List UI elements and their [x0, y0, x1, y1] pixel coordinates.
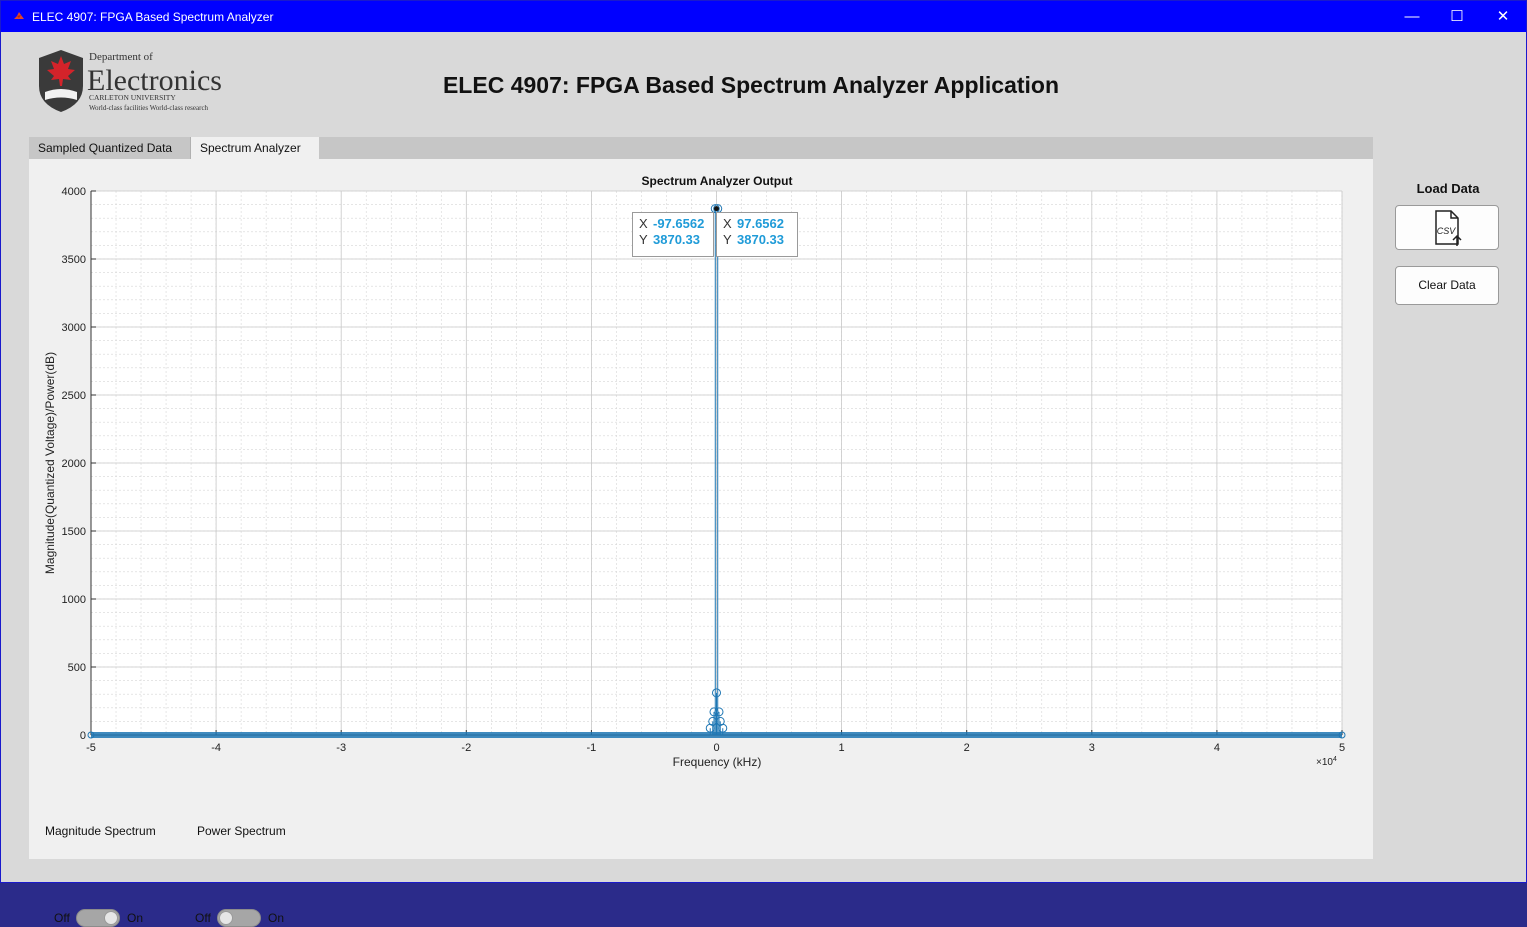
power-spectrum-switch[interactable]: [217, 909, 261, 927]
datatip-x-label: X: [723, 216, 732, 231]
app-heading: ELEC 4907: FPGA Based Spectrum Analyzer …: [442, 72, 1060, 98]
data-point: [709, 707, 719, 717]
datatip-right[interactable]: X 97.6562 Y 3870.33: [716, 212, 798, 257]
maximize-button[interactable]: ☐: [1450, 8, 1464, 25]
x-tick-label: -3: [336, 742, 346, 754]
spectrum-series[interactable]: [87, 204, 1346, 739]
x-axis-label: Frequency (kHz): [673, 755, 762, 769]
y-tick-label: 3500: [62, 254, 86, 266]
spectrum-chart[interactable]: -5 -4 -3 -2 -1 0 1 2 3 4 5 0 500 1000 1500 2000 2500 300…: [29, 159, 1373, 859]
x-tick-label: 0: [713, 742, 719, 754]
power-spectrum-caption: Power Spectrum: [197, 824, 286, 838]
logo-name-text: Electronics: [87, 64, 222, 97]
tab-bar: Sampled Quantized Data Spectrum Analyzer: [29, 137, 1373, 160]
switch-off-label: Off: [54, 911, 70, 925]
title-bar[interactable]: ELEC 4907: FPGA Based Spectrum Analyzer …: [1, 1, 1526, 32]
switch-off-label: Off: [195, 911, 211, 925]
x-tick-label: -4: [211, 742, 221, 754]
maple-leaf-icon: [47, 56, 75, 86]
data-point: [1338, 731, 1346, 739]
datatip-y-value: 3870.33: [653, 232, 700, 247]
magnitude-spectrum-caption: Magnitude Spectrum: [45, 824, 156, 838]
logo-university-text: CARLETON UNIVERSITY: [89, 93, 176, 102]
x-tick-label: 3: [1089, 742, 1095, 754]
app-client-area: Department of Electronics CARLETON UNIVE…: [1, 32, 1526, 927]
magnitude-spectrum-switch[interactable]: [76, 909, 120, 927]
load-data-button[interactable]: CSV: [1395, 205, 1499, 250]
x-tick-label: 1: [839, 742, 845, 754]
switch-knob[interactable]: [104, 911, 118, 925]
y-tick-label: 1000: [62, 594, 86, 606]
x-tick-label: 2: [964, 742, 970, 754]
y-tick-label: 2500: [62, 390, 86, 402]
matlab-icon: [14, 12, 24, 19]
window-title: ELEC 4907: FPGA Based Spectrum Analyzer: [32, 10, 274, 24]
x-tick-label: -1: [587, 742, 597, 754]
logo-tagline-text: World-class facilities World-class resea…: [89, 104, 209, 112]
y-tick-label: 3000: [62, 322, 86, 334]
datatip-x-value: -97.6562: [653, 216, 705, 231]
data-point: [712, 688, 721, 698]
datatip-left[interactable]: X -97.6562 Y 3870.33: [632, 212, 714, 257]
close-button[interactable]: ✕: [1496, 8, 1510, 25]
datatip-y-label: Y: [723, 232, 732, 247]
major-grid: [90, 190, 1343, 736]
data-point: [718, 723, 728, 733]
clear-data-button[interactable]: Clear Data: [1395, 266, 1499, 305]
data-point: [710, 204, 720, 214]
logo-dept-text: Department of: [89, 51, 153, 63]
switch-on-label: On: [268, 911, 285, 925]
x-tick-label: -2: [461, 742, 471, 754]
minimize-button[interactable]: —: [1404, 8, 1420, 25]
spectrum-analyzer-panel: -5 -4 -3 -2 -1 0 1 2 3 4 5 0 500 1000 1500 2000 2500 300…: [29, 159, 1373, 927]
chart-title: Spectrum Analyzer Output: [642, 174, 793, 188]
data-point: [705, 723, 715, 733]
y-tick-label: 0: [80, 730, 86, 742]
department-logo: Department of Electronics CARLETON UNIVE…: [39, 50, 222, 112]
data-point: [87, 731, 95, 739]
datatip-x-value: 97.6562: [737, 216, 784, 231]
x-exponent-label: ×104: [1316, 756, 1337, 768]
load-data-title: Load Data: [1416, 181, 1480, 196]
datatip-y-label: Y: [639, 232, 648, 247]
switch-knob[interactable]: [219, 911, 233, 925]
y-tick-label: 500: [68, 662, 86, 674]
svg-text:CSV: CSV: [1437, 226, 1457, 236]
tab-sampled-quantized-data[interactable]: Sampled Quantized Data: [29, 137, 191, 159]
datatip-marker: [714, 206, 719, 212]
tab-spectrum-analyzer[interactable]: Spectrum Analyzer: [191, 137, 319, 160]
data-point: [714, 707, 724, 717]
y-tick-labels: 0 500 1000 1500 2000 2500 3000 3500 4000: [62, 186, 86, 742]
x-tick-label: -5: [86, 742, 96, 754]
x-tick-labels: -5 -4 -3 -2 -1 0 1 2 3 4 5: [86, 742, 1345, 754]
y-axis-label: Magnitude(Quantized Voltage)/Power(dB): [43, 352, 57, 574]
datatip-x-label: X: [639, 216, 648, 231]
y-tick-label: 1500: [62, 526, 86, 538]
y-tick-label: 4000: [62, 186, 86, 198]
datatip-y-value: 3870.33: [737, 232, 784, 247]
csv-upload-icon: CSV: [1435, 210, 1462, 246]
x-tick-label: 4: [1214, 742, 1220, 754]
y-tick-label: 2000: [62, 458, 86, 470]
x-tick-label: 5: [1339, 742, 1345, 754]
switch-on-label: On: [127, 911, 144, 925]
